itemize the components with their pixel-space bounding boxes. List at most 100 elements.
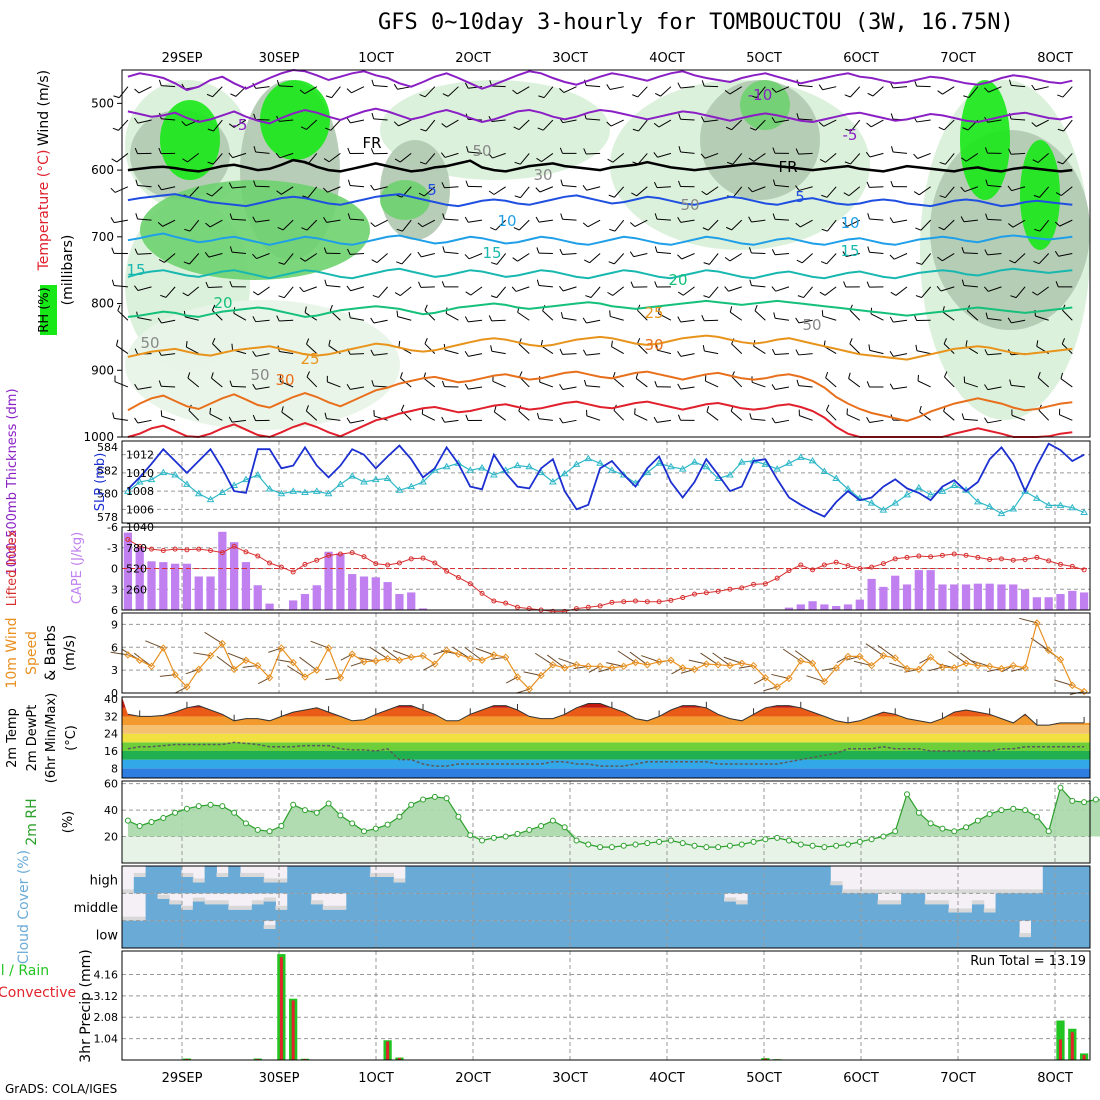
cape-bar bbox=[843, 604, 853, 610]
wind-barb-feather bbox=[111, 158, 118, 163]
wind-barb bbox=[257, 286, 270, 296]
wind-barb bbox=[373, 118, 388, 121]
wind-barb-feather bbox=[771, 249, 776, 255]
wind-barb bbox=[612, 377, 625, 388]
rh-marker bbox=[774, 834, 781, 841]
temp-axis-label-4: (°C) bbox=[64, 725, 79, 751]
wind-barb-feather bbox=[371, 79, 375, 86]
wind-barb bbox=[846, 414, 861, 421]
li-marker bbox=[290, 569, 296, 575]
contour-label: 25 bbox=[644, 304, 663, 322]
li-marker bbox=[1010, 557, 1016, 563]
cloud-cell bbox=[606, 866, 619, 894]
wind-barb bbox=[425, 153, 436, 165]
wind-barb-feather bbox=[513, 126, 520, 131]
wind-barb-feather bbox=[1031, 84, 1036, 91]
cloud-cell-edge bbox=[263, 924, 276, 929]
wind-barb bbox=[326, 284, 341, 288]
cloud-cell bbox=[676, 920, 690, 948]
wind-barb-feather bbox=[890, 146, 894, 153]
rh-marker bbox=[974, 817, 981, 824]
cloud-cell bbox=[428, 920, 442, 948]
wind-barb bbox=[751, 219, 766, 223]
slp-tick-label: 1012 bbox=[126, 449, 154, 462]
wind-barb bbox=[491, 85, 506, 88]
wind-barb-10m bbox=[547, 654, 565, 669]
wind-barb-feather bbox=[611, 340, 613, 347]
wind-barb-feather bbox=[323, 247, 327, 254]
cloud-cell-edge bbox=[889, 889, 902, 894]
wind-barb-10m bbox=[877, 644, 896, 659]
wind-barb-feather bbox=[205, 222, 211, 228]
wind-barb bbox=[636, 186, 648, 197]
wind-barb-10m bbox=[310, 640, 329, 649]
wind-speed-marker bbox=[903, 664, 911, 673]
wind-speed-marker bbox=[797, 657, 805, 665]
wind-barb-feather bbox=[818, 84, 823, 90]
rh-marker bbox=[691, 842, 698, 849]
wind-barb-feather bbox=[1033, 194, 1040, 198]
wind-barb-feather bbox=[182, 292, 189, 297]
wind-barb bbox=[1011, 186, 1026, 192]
wind-barb-feather bbox=[275, 152, 281, 159]
wind-barb-feather bbox=[229, 380, 233, 387]
li-marker bbox=[975, 554, 981, 560]
wind-barb-feather bbox=[370, 184, 375, 191]
wind-barb bbox=[161, 118, 176, 121]
wind-barb bbox=[869, 152, 884, 158]
wind-barb bbox=[307, 186, 318, 198]
thickness-marker bbox=[206, 495, 215, 503]
wind-barb-feather bbox=[1007, 223, 1014, 228]
cloud-cell bbox=[204, 920, 217, 948]
wind-barb-feather bbox=[1036, 340, 1039, 347]
wind-barb bbox=[562, 218, 577, 221]
wind-barb bbox=[1034, 86, 1049, 91]
cloud-cell bbox=[794, 866, 808, 894]
wind-speed-marker bbox=[773, 683, 781, 691]
wind-barb bbox=[373, 319, 388, 324]
wind-barb-feather bbox=[653, 416, 658, 423]
wind-barb-feather bbox=[866, 417, 871, 423]
li-marker bbox=[644, 599, 650, 605]
wind-barb-feather bbox=[962, 127, 969, 131]
wind-barb-feather bbox=[702, 227, 709, 231]
wind-barb bbox=[401, 253, 412, 265]
wind-barb bbox=[538, 418, 553, 421]
wind-barb bbox=[729, 86, 743, 95]
wind-barb-feather bbox=[464, 216, 469, 223]
wind-barb-feather bbox=[726, 226, 732, 231]
cloud-cell bbox=[606, 893, 619, 921]
cloud-cell-edge bbox=[228, 905, 241, 910]
wind-barb-feather bbox=[630, 281, 634, 288]
wind-barb bbox=[921, 286, 932, 298]
wind-barb bbox=[518, 119, 530, 130]
wind-barb bbox=[798, 152, 813, 155]
li-marker bbox=[703, 590, 709, 596]
wind-speed-marker bbox=[147, 662, 156, 671]
rh-marker bbox=[549, 817, 556, 824]
wind-barb-feather bbox=[305, 405, 309, 412]
cloud-cell bbox=[535, 866, 548, 894]
wind-speed-marker bbox=[124, 651, 132, 659]
wind-barb-feather bbox=[608, 194, 615, 198]
thickness-marker bbox=[277, 489, 286, 497]
bottom-date-label: 1OCT bbox=[358, 1071, 394, 1086]
pressure-tick-label: 1000 bbox=[83, 430, 114, 444]
cloud-cell bbox=[853, 893, 867, 921]
wind-barb bbox=[586, 353, 601, 356]
rh-marker bbox=[915, 809, 922, 816]
cloud-cell bbox=[818, 920, 831, 948]
isotherm-line bbox=[127, 107, 1073, 125]
cloud-cell bbox=[263, 928, 276, 948]
wind-barb bbox=[424, 86, 436, 98]
wind-barb bbox=[493, 186, 506, 195]
wind-barb bbox=[118, 86, 129, 98]
cloud-cell bbox=[523, 893, 536, 921]
wind-barb-feather bbox=[658, 307, 660, 314]
cloud-cell-edge bbox=[133, 872, 147, 877]
contour-label: 15 bbox=[482, 244, 501, 262]
wind-barb-feather bbox=[185, 341, 188, 348]
cloud-cell bbox=[334, 909, 347, 921]
cloud-cell bbox=[263, 882, 276, 894]
wind-barb bbox=[872, 86, 884, 97]
